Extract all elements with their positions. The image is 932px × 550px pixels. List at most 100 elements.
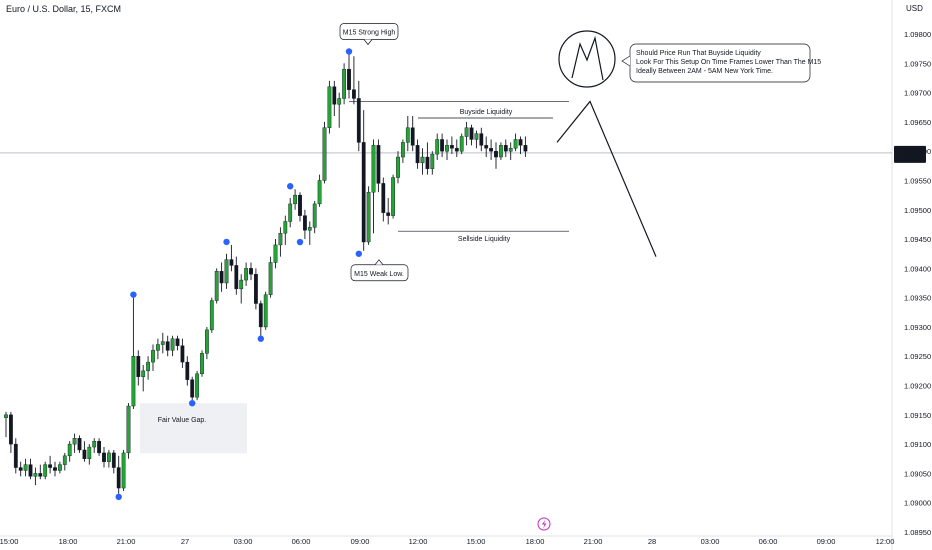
candle-body <box>33 473 38 477</box>
candle-body <box>396 156 400 178</box>
candle-body <box>352 89 356 99</box>
candle-body <box>278 232 283 246</box>
time-tick-label: 21:00 <box>117 537 136 546</box>
candle-body <box>209 300 214 331</box>
candle-body <box>371 145 376 193</box>
price-tick-label: 1.08950 <box>904 528 931 537</box>
candle-body <box>415 145 420 164</box>
candle-body <box>508 148 513 152</box>
symbol-title[interactable]: Euro / U.S. Dollar, 15, FXCM <box>6 4 122 14</box>
price-tick-label: 1.09200 <box>904 382 931 391</box>
candle-body <box>293 194 297 205</box>
price-tick-label: 1.09500 <box>904 206 931 215</box>
candle-body <box>141 370 146 377</box>
setup-note-callout-tail <box>621 55 631 67</box>
candle-body <box>67 443 72 457</box>
candle-body <box>175 338 180 346</box>
candle-body <box>459 136 464 152</box>
candle-body <box>337 98 342 105</box>
candle-body <box>244 268 248 281</box>
candle-body <box>28 464 33 477</box>
swing-point-marker <box>355 250 362 257</box>
current-price-value: 1.09597 <box>896 147 923 156</box>
price-tick-label: 1.09450 <box>904 235 931 244</box>
candle-body <box>234 265 239 290</box>
price-tick-label: 1.09550 <box>904 176 931 185</box>
price-tick-label: 1.09050 <box>904 469 931 478</box>
candle-body <box>131 356 136 407</box>
candle-body <box>381 183 386 213</box>
candle-body <box>327 86 332 128</box>
time-tick-label: 15:00 <box>467 537 486 546</box>
candle-body <box>258 303 263 328</box>
fvg-label: Fair Value Gap. <box>158 417 207 424</box>
price-tick-label: 1.09400 <box>904 264 931 273</box>
time-tick-label: 12:00 <box>409 537 428 546</box>
candle-body <box>253 274 258 304</box>
price-tick-label: 1.09650 <box>904 118 931 127</box>
candle-body <box>195 373 199 398</box>
candle-body <box>58 464 62 471</box>
candle-body <box>288 203 293 222</box>
bar-countdown: 12:18 <box>901 154 920 163</box>
fvg-zone <box>140 403 247 454</box>
candle-body <box>332 86 337 105</box>
price-tick-label: 1.09800 <box>904 30 931 39</box>
candle-body <box>190 379 195 398</box>
candle-body <box>18 467 23 471</box>
price-tick-label: 1.09700 <box>904 89 931 98</box>
candle-body <box>136 356 141 377</box>
price-tick-label: 1.09350 <box>904 294 931 303</box>
candle-body <box>361 142 366 243</box>
price-tick-label: 1.09300 <box>904 323 931 332</box>
candle-body <box>376 145 381 184</box>
candle-body <box>518 139 523 146</box>
candle-body <box>180 345 185 363</box>
candle-body <box>268 262 273 295</box>
price-tick-label: 1.09750 <box>904 59 931 68</box>
candle-body <box>92 440 97 448</box>
candle-body <box>420 156 425 164</box>
candle-body <box>386 212 391 216</box>
candle-body <box>283 221 288 234</box>
setup-note-line: Look For This Setup On Time Frames Lower… <box>636 59 821 66</box>
candle-body <box>342 68 346 99</box>
time-tick-label: 28 <box>648 537 656 546</box>
candle-body <box>263 294 268 328</box>
candle-body <box>23 464 28 471</box>
time-tick-label: 18:00 <box>59 537 78 546</box>
candle-body <box>72 438 77 445</box>
candle-body <box>48 464 53 468</box>
weak-low-callout-tail <box>374 259 384 265</box>
buyside-liquidity-label: Buyside Liquidity <box>460 109 513 116</box>
candle-body <box>126 405 131 454</box>
candle-body <box>454 148 459 152</box>
candle-body <box>106 452 111 462</box>
time-tick-label: 03:00 <box>234 537 253 546</box>
candle-body <box>38 473 43 477</box>
time-tick-label: 18:00 <box>526 537 545 546</box>
m-logo-glyph <box>571 35 604 81</box>
candle-body <box>347 68 351 90</box>
setup-note-line: Ideally Between 2AM - 5AM New York Time. <box>636 68 773 75</box>
time-tick-label: 03:00 <box>701 537 720 546</box>
swing-point-marker <box>189 399 196 407</box>
candle-body <box>239 279 244 290</box>
candle-body <box>445 145 449 152</box>
candle-body <box>479 133 484 146</box>
candle-body <box>170 338 175 351</box>
candle-body <box>405 127 410 143</box>
candle-body <box>53 467 57 471</box>
candle-body <box>503 145 508 152</box>
candle-body <box>62 455 67 465</box>
candle-body <box>82 449 87 459</box>
swing-point-marker <box>287 183 294 190</box>
candle-body <box>165 341 170 351</box>
candle-body <box>229 259 234 266</box>
candle-body <box>484 145 489 149</box>
candle-body <box>151 350 155 363</box>
candle-body <box>366 191 371 243</box>
candle-body <box>43 464 48 477</box>
